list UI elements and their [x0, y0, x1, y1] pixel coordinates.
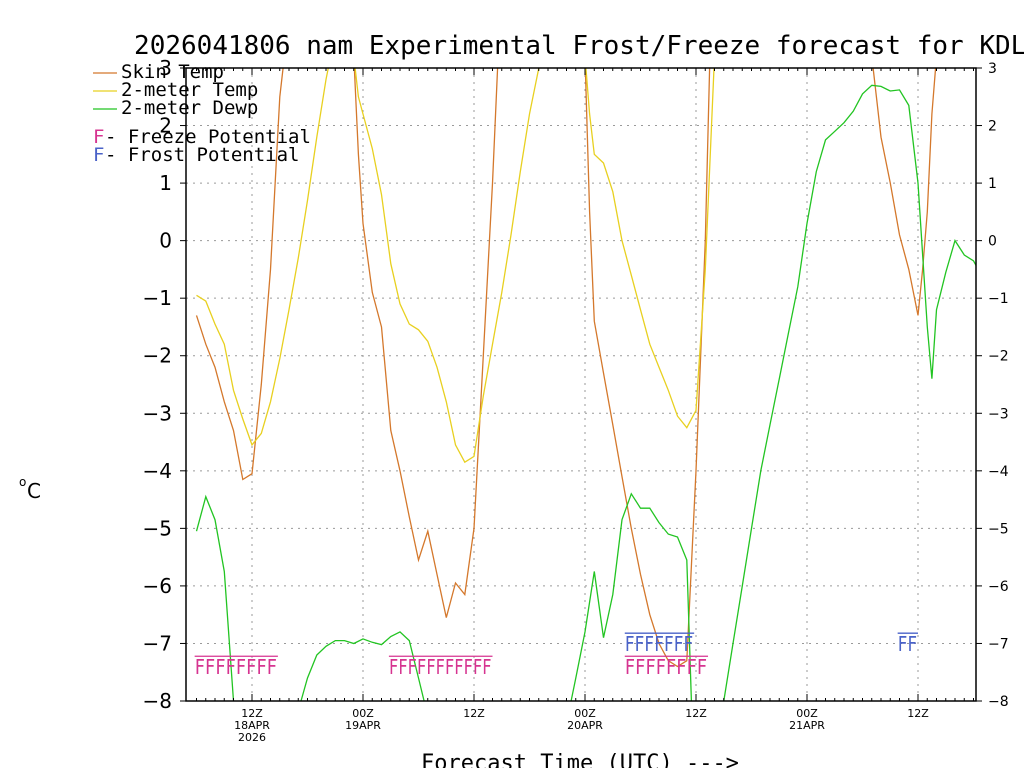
y-tick-label-right: −5 [988, 521, 1009, 537]
y-tick-label-right: 1 [988, 176, 997, 192]
y-tick-label: −1 [143, 286, 172, 310]
y-axis-label-degree: o [19, 475, 26, 489]
y-tick-label-right: −2 [988, 349, 1009, 365]
x-tick-label: 00Z [574, 707, 596, 720]
frost-potential-marker: FF [897, 632, 918, 656]
y-tick-label: −8 [143, 689, 172, 713]
freeze-potential-marker: FFFFFFFFFFF [388, 655, 493, 679]
grid-lines [186, 68, 976, 701]
y-tick-label: −7 [143, 631, 172, 655]
y-tick-label-right: −7 [988, 636, 1009, 652]
y-tick-label: 2 [159, 114, 172, 138]
y-tick-label-right: 0 [988, 234, 997, 250]
y-tick-label: −3 [143, 401, 172, 425]
y-tick-label: −2 [143, 344, 172, 368]
series-2-meter-dewp [723, 84, 976, 701]
x-tick-label: 18APR [234, 719, 270, 732]
x-tick-label: 12Z [907, 707, 929, 720]
series-2-meter-temp [196, 68, 715, 464]
series-skin-temp [195, 68, 937, 668]
y-tick-label-right: −6 [988, 579, 1009, 595]
legend-line-label: 2-meter Temp [121, 79, 258, 101]
y-tick-label-right: 2 [988, 119, 997, 135]
y-tick-label: 0 [159, 229, 172, 253]
y-axis-label: o C [19, 475, 41, 503]
frost-potential-marker-text: FF [898, 632, 917, 656]
legend-marker-label: - Frost Potential [105, 144, 299, 166]
x-tick-label: 12Z [463, 707, 485, 720]
y-tick-label: 3 [159, 56, 172, 80]
legend-marker-symbol: F [93, 126, 104, 148]
legend-marker-symbol: F [93, 144, 104, 166]
legend-line-label: Skin Temp [121, 61, 224, 83]
x-tick-label: 2026 [238, 731, 266, 744]
legend-line-label: 2-meter Dewp [121, 97, 258, 119]
series-2-meter-dewp [300, 631, 425, 701]
frost-potential-marker: FFFFFFF [624, 632, 695, 656]
series-lines [195, 68, 976, 701]
chart-title: 2026041806 nam Experimental Frost/Freeze… [134, 31, 1024, 61]
x-tick-label: 12Z [241, 707, 263, 720]
freeze-potential-marker-text: FFFFFFFFFFF [389, 655, 492, 679]
y-tick-label-right: −3 [988, 406, 1009, 422]
freeze-potential-marker: FFFFFFFF [624, 655, 709, 679]
x-tick-label: 00Z [352, 707, 374, 720]
y-tick-label-right: 3 [988, 61, 997, 77]
series-2-meter-dewp [195, 494, 235, 701]
frost-potential-marker-text: FFFFFFF [625, 632, 693, 656]
y-axis-label-unit: C [27, 479, 41, 503]
y-tick-label-right: −8 [988, 694, 1009, 710]
y-tick-label-right: −1 [988, 291, 1009, 307]
y-tick-label: −5 [143, 516, 172, 540]
y-tick-label: −4 [143, 459, 172, 483]
x-axis-label: Forecast Time (UTC) ---> [421, 751, 739, 768]
series-2-meter-dewp [570, 492, 693, 701]
y-tick-label: 1 [159, 171, 172, 195]
y-axis-left: 3 2 1 0 −1 −2 −3 −4 −5 −6 −7 −8 [143, 56, 186, 713]
x-tick-label: 20APR [567, 719, 603, 732]
x-tick-label: 00Z [796, 707, 818, 720]
freeze-potential-marker-text: FFFFFFFF [625, 655, 707, 679]
y-tick-label-right: −4 [988, 464, 1009, 480]
freeze-potential-marker-text: FFFFFFFF [195, 655, 277, 679]
x-tick-label: 12Z [685, 707, 707, 720]
freeze-potential-marker: FFFFFFFF [194, 655, 278, 679]
y-tick-label: −6 [143, 574, 172, 598]
legend-marker-label: - Freeze Potential [105, 126, 311, 148]
y-axis-right: 3 2 1 0 −1 −2 −3 −4 −5 −6 −7 −8 [976, 61, 1009, 710]
x-tick-label: 19APR [345, 719, 381, 732]
x-tick-label: 21APR [789, 719, 825, 732]
plot-frame [185, 67, 977, 702]
